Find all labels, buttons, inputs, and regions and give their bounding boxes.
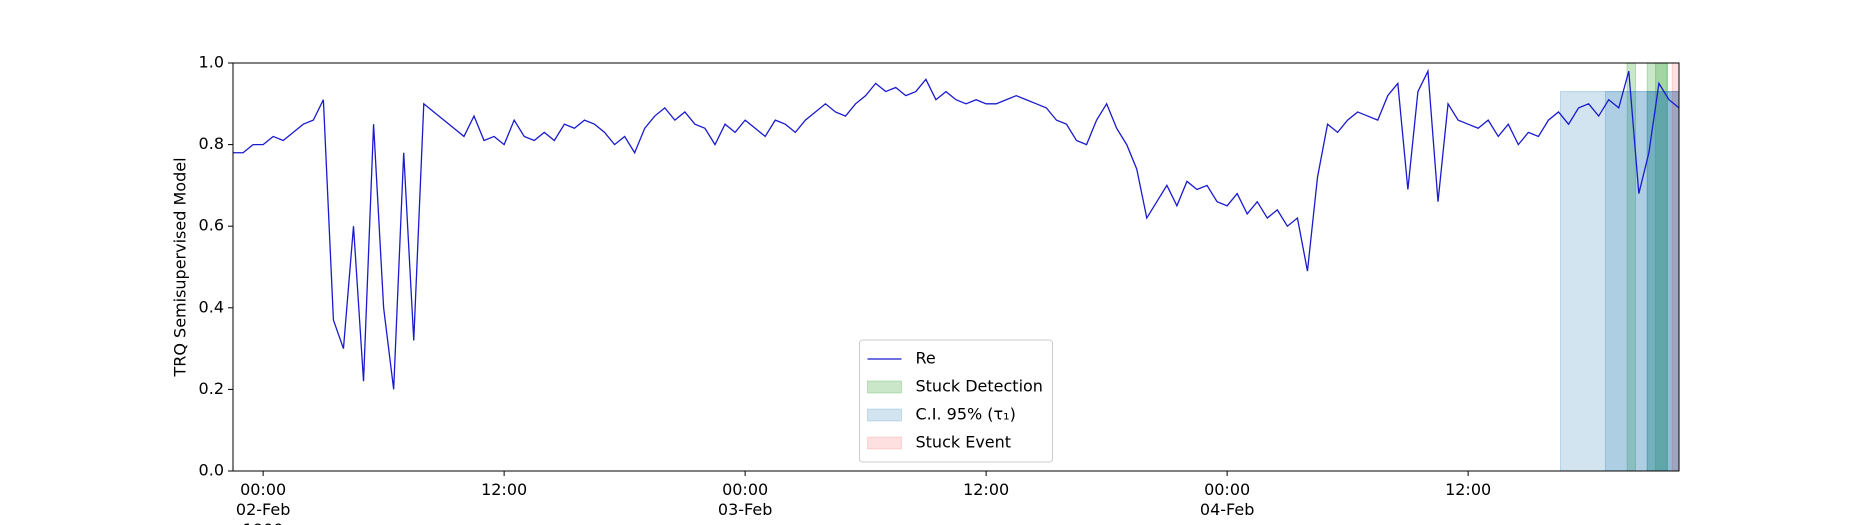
region-span bbox=[1604, 91, 1680, 472]
axes-frame bbox=[232, 62, 1680, 472]
y-tick-label: 0.4 bbox=[199, 297, 224, 316]
x-tick-label: 00:00 02-Feb 1900 bbox=[235, 480, 291, 525]
region-span bbox=[1646, 91, 1680, 472]
x-tick-label: 12:00 bbox=[481, 480, 528, 499]
x-tick-label: 00:00 04-Feb bbox=[1199, 480, 1255, 519]
legend-label: Stuck Event bbox=[916, 433, 1012, 452]
legend-box bbox=[859, 339, 1053, 463]
legend-label: Stuck Detection bbox=[916, 377, 1043, 396]
y-tick-label: 0.6 bbox=[199, 216, 224, 235]
legend-swatch bbox=[867, 408, 902, 422]
legend-label: Re bbox=[916, 349, 936, 368]
y-tick-label: 0.2 bbox=[199, 379, 224, 398]
region-span bbox=[1671, 62, 1680, 472]
region-span bbox=[1560, 91, 1680, 472]
legend: Re Stuck Detection C.I. 95% (τ₁) Stuck Even… bbox=[859, 339, 1053, 463]
y-axis-label: TRQ Semisupervised Model bbox=[171, 157, 190, 377]
legend-swatch bbox=[867, 436, 902, 450]
x-tick-label: 12:00 bbox=[963, 480, 1010, 499]
data-line bbox=[233, 68, 1680, 390]
y-tick-label: 1.0 bbox=[199, 53, 224, 72]
x-tick-label: 12:00 bbox=[1445, 480, 1492, 499]
legend-swatch bbox=[867, 380, 902, 394]
y-tick-label: 0.0 bbox=[199, 461, 224, 480]
y-tick-label: 0.8 bbox=[199, 134, 224, 153]
x-tick-label: 00:00 03-Feb bbox=[717, 480, 773, 519]
legend-label: C.I. 95% (τ₁) bbox=[916, 405, 1016, 424]
